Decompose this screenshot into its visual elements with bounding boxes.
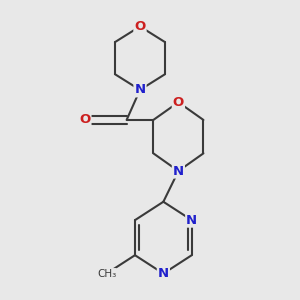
Text: N: N: [186, 214, 197, 226]
Text: CH₃: CH₃: [97, 268, 116, 279]
Text: N: N: [158, 267, 169, 280]
Text: N: N: [173, 164, 184, 178]
Text: O: O: [134, 20, 146, 33]
Text: O: O: [79, 113, 91, 126]
Text: O: O: [173, 96, 184, 109]
Text: N: N: [134, 83, 146, 96]
